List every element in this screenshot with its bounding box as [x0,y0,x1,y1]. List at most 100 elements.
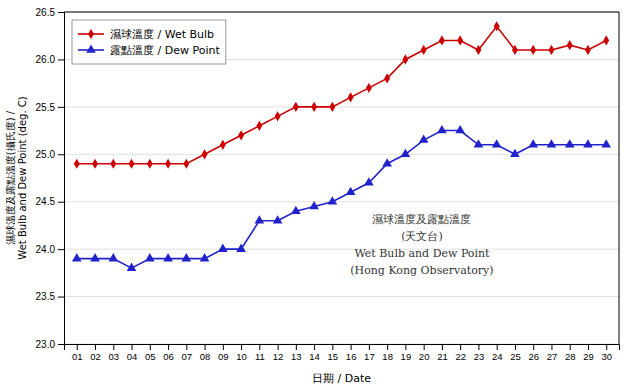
annotation: 濕球溫度及露點溫度(天文台)Wet Bulb and Dew Point(Hon… [350,213,493,277]
x-axis-tick-mark [369,344,370,350]
legend-symbol [88,29,94,39]
x-axis-tick-label: 14 [309,351,320,362]
y-axis-tick-mark [58,202,64,203]
x-axis-tick: 23 [474,344,485,362]
point [220,140,226,150]
plot: 0102030405060708091011121314151617181920… [36,7,620,362]
annotation-line: (Hong Kong Observatory) [350,264,493,277]
x-axis-tick-label: 27 [547,351,558,362]
x-axis-tick-label: 07 [182,351,193,362]
point [382,158,392,166]
x-axis-tick-mark [351,344,352,350]
x-axis-tick-label: 08 [200,351,211,362]
legend-symbol [86,44,96,52]
point [92,159,98,169]
y-axis-tick: 24.5 [36,196,64,207]
x-axis-tick-label: 28 [565,351,576,362]
x-axis-tick-mark [551,344,552,350]
x-axis-tick: 01 [72,344,83,362]
point [238,130,244,140]
x-axis-tick-mark [150,344,151,350]
x-axis-tick: 29 [583,344,594,362]
point [291,206,301,214]
y-axis-tick: 25.5 [36,102,64,113]
x-axis-tick: 17 [364,344,375,362]
point [183,159,189,169]
y-axis-title: 濕球溫度及露點溫度(攝氏度) /Wet Bulb and Dew Point (… [5,96,28,259]
x-axis-tick-label: 02 [90,351,101,362]
x-axis-tick: 05 [145,344,156,362]
x-axis-tick-mark [424,344,425,350]
point [129,159,135,169]
point [437,125,447,133]
annotation-line: (天文台) [401,230,443,243]
grid-line [64,154,619,155]
x-axis-tick-mark [497,344,498,350]
x-axis-tick-mark [606,344,607,350]
legend-item: 濕球溫度 / Wet Bulb [78,28,214,41]
y-axis-tick-label: 24.5 [36,196,56,207]
point [364,177,374,185]
x-axis-tick-label: 16 [346,351,357,362]
x-axis-tick: 24 [492,344,503,362]
x-axis-tick-label: 13 [291,351,302,362]
point [492,139,502,147]
point [549,45,555,55]
point [401,149,411,157]
point [163,253,173,261]
x-axis-tick-label: 11 [255,351,265,362]
grid-line [64,296,619,297]
x-axis-tick: 06 [163,344,174,362]
x-axis-tick-mark [223,344,224,350]
y-axis-tick-mark [58,297,64,298]
x-axis-title: 日期 / Date [312,372,371,385]
x-axis-tick-mark [478,344,479,350]
point [328,196,338,204]
x-axis-tick-mark [533,344,534,350]
x-axis-tick-mark [460,344,461,350]
x-axis-tick-mark [296,344,297,350]
point [255,215,265,223]
x-axis-tick-label: 19 [401,351,412,362]
point [402,54,408,64]
legend-item: 露點溫度 / Dew Point [78,44,220,57]
series-points [72,125,611,271]
x-axis-tick-label: 04 [127,351,138,362]
point [165,159,171,169]
y-axis-title-line: Wet Bulb and Dew Point (deg. C) [17,96,28,259]
x-axis-tick-mark [515,344,516,350]
legend-box [72,20,226,64]
x-axis-tick-mark [259,344,260,350]
x-axis-tick-label: 26 [528,351,539,362]
x-axis-tick: 26 [528,344,539,362]
x-axis-tick-mark [186,344,187,350]
x-axis-tick: 02 [90,344,101,362]
point [346,187,356,195]
annotation-line: Wet Bulb and Dew Point [354,247,490,260]
x-axis-tick-label: 09 [218,351,229,362]
x-axis-tick-mark [241,344,242,350]
x-axis-tick-mark [405,344,406,350]
point [512,45,518,55]
point [475,45,481,55]
point [90,253,100,261]
point [421,45,427,55]
point [108,253,118,261]
x-axis-tick-mark [168,344,169,350]
x-axis-tick: 20 [419,344,430,362]
point [218,244,228,252]
x-axis-tick-mark [314,344,315,350]
x-axis-tick-label: 12 [273,351,284,362]
x-axis-tick: 03 [109,344,120,362]
y-axis-tick: 23.0 [36,339,64,350]
x-axis-tick-mark [95,344,96,350]
point [256,121,262,131]
x-axis-tick: 27 [547,344,558,362]
x-axis-line [65,345,620,351]
y-axis-tick-mark [58,12,64,13]
point [127,263,137,271]
y-axis-tick-label: 23.5 [36,291,56,302]
x-axis-tick-mark [570,344,571,350]
x-axis-tick-mark [387,344,388,350]
x-axis-tick-mark [332,344,333,350]
